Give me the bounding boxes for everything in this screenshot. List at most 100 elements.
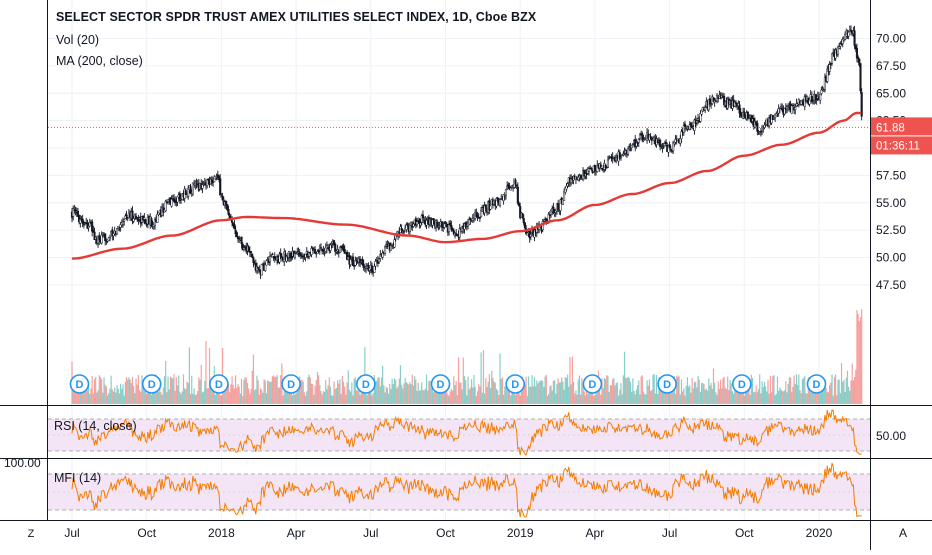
volume-bar	[387, 393, 390, 404]
volume-bar	[711, 388, 713, 404]
volume-bar	[428, 380, 430, 404]
candle-body	[423, 219, 426, 221]
candle-body	[450, 225, 453, 230]
candle-body	[400, 228, 403, 231]
volume-bar	[382, 365, 384, 404]
volume-bar	[137, 375, 139, 404]
dividend-marker-icon[interactable]	[582, 374, 603, 394]
volume-bar	[690, 392, 692, 404]
candle-body	[444, 222, 447, 224]
volume-bar	[756, 391, 758, 404]
volume-bar	[243, 380, 245, 404]
volume-bar	[845, 377, 847, 404]
candle-body	[566, 183, 569, 187]
dividend-marker-icon[interactable]	[505, 374, 526, 394]
volume-bar	[660, 383, 662, 404]
volume-bar	[568, 386, 570, 404]
volume-bar	[239, 393, 241, 404]
dividend-marker-icon[interactable]	[281, 374, 301, 394]
dividend-marker-icon[interactable]	[732, 374, 752, 394]
volume-bar	[249, 393, 251, 404]
vol-indicator-label[interactable]: Vol (20)	[56, 33, 100, 47]
volume-bar	[277, 387, 279, 404]
candle-body	[662, 146, 665, 148]
candle-body	[304, 254, 307, 258]
mfi-indicator-label[interactable]: MFI (14)	[54, 471, 102, 485]
candle-body	[317, 250, 320, 252]
candle-body	[264, 264, 267, 271]
candle-body	[299, 254, 302, 257]
volume-bar	[747, 388, 749, 404]
volume-bar	[338, 383, 340, 404]
mfi-axis-tick: 100.00	[4, 456, 41, 470]
volume-bar	[112, 391, 115, 404]
dividend-marker-icon[interactable]	[141, 374, 162, 394]
volume-bar	[344, 386, 346, 404]
volume-bar	[294, 394, 296, 404]
time-axis-tick: Jul	[662, 526, 677, 540]
volume-bar	[772, 376, 774, 404]
volume-bar	[626, 378, 628, 404]
dividend-marker-icon[interactable]	[69, 374, 90, 394]
candle-body	[226, 204, 229, 211]
volume-bar	[165, 361, 167, 404]
volume-bar	[685, 385, 687, 404]
volume-bar	[270, 381, 272, 404]
candle-body	[836, 47, 840, 55]
volume-bar	[784, 390, 786, 404]
volume-bar	[697, 376, 699, 404]
zoom-button[interactable]: Z	[28, 528, 35, 540]
volume-bar	[705, 388, 707, 404]
volume-bar	[72, 383, 74, 404]
volume-bar	[251, 370, 253, 404]
candle-body	[517, 203, 521, 207]
volume-bar	[206, 388, 208, 404]
dividend-marker-icon[interactable]	[356, 374, 376, 394]
volume-bar	[182, 374, 185, 404]
volume-bar	[513, 384, 515, 404]
volume-bar	[491, 370, 493, 404]
volume-bar	[487, 381, 489, 404]
volume-bar	[562, 381, 564, 404]
dividend-marker-icon[interactable]	[806, 374, 827, 394]
candle-body	[265, 260, 268, 266]
volume-bar	[161, 394, 163, 404]
rsi-indicator-label[interactable]: RSI (14, close)	[54, 419, 137, 433]
volume-bar	[535, 386, 537, 404]
volume-bar	[846, 370, 849, 404]
candle-body	[227, 209, 230, 215]
volume-bar	[390, 389, 392, 404]
volume-bar	[620, 383, 622, 404]
volume-bar	[332, 395, 334, 404]
dividend-marker-icon[interactable]	[657, 374, 677, 394]
volume-bar	[227, 383, 230, 404]
volume-bar	[365, 385, 367, 404]
candle-body	[469, 217, 472, 221]
volume-bar	[794, 383, 796, 404]
volume-bar	[424, 388, 426, 404]
candle-body	[667, 145, 670, 153]
ma-indicator-label[interactable]: MA (200, close)	[56, 54, 143, 68]
candle-body	[251, 253, 254, 258]
dividend-marker-icon[interactable]	[209, 374, 229, 394]
volume-bar	[427, 390, 429, 404]
candle-body	[419, 222, 422, 226]
volume-bar	[832, 395, 834, 404]
volume-bar	[309, 377, 311, 404]
volume-bar	[323, 391, 326, 404]
candle-body	[563, 191, 566, 201]
volume-bar	[719, 379, 722, 404]
volume-bar	[729, 379, 731, 404]
volume-bar	[245, 377, 247, 404]
volume-bar	[518, 391, 520, 404]
candle-body	[202, 183, 205, 186]
volume-bar	[839, 393, 841, 404]
volume-bar	[106, 395, 109, 404]
dividend-marker-icon[interactable]	[430, 374, 451, 394]
volume-bar	[385, 386, 387, 404]
time-axis-tick: 2019	[507, 526, 534, 540]
volume-bar	[399, 365, 402, 404]
volume-bar	[601, 378, 603, 404]
